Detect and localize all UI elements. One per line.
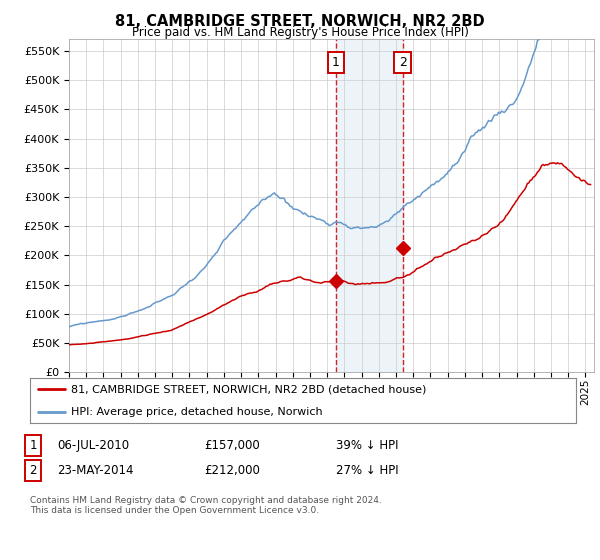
Text: Price paid vs. HM Land Registry's House Price Index (HPI): Price paid vs. HM Land Registry's House … (131, 26, 469, 39)
Text: £157,000: £157,000 (204, 438, 260, 452)
Text: 81, CAMBRIDGE STREET, NORWICH, NR2 2BD: 81, CAMBRIDGE STREET, NORWICH, NR2 2BD (115, 14, 485, 29)
Text: 1: 1 (29, 438, 37, 452)
Text: 27% ↓ HPI: 27% ↓ HPI (336, 464, 398, 477)
Text: 39% ↓ HPI: 39% ↓ HPI (336, 438, 398, 452)
Text: HPI: Average price, detached house, Norwich: HPI: Average price, detached house, Norw… (71, 407, 323, 417)
Text: Contains HM Land Registry data © Crown copyright and database right 2024.
This d: Contains HM Land Registry data © Crown c… (30, 496, 382, 515)
Bar (336, 39, 403, 372)
Text: 2: 2 (399, 56, 407, 69)
Text: 2: 2 (29, 464, 37, 477)
Text: 81, CAMBRIDGE STREET, NORWICH, NR2 2BD (detached house): 81, CAMBRIDGE STREET, NORWICH, NR2 2BD (… (71, 384, 427, 394)
Text: 23-MAY-2014: 23-MAY-2014 (57, 464, 133, 477)
Text: 1: 1 (332, 56, 340, 69)
Text: £212,000: £212,000 (204, 464, 260, 477)
Text: 06-JUL-2010: 06-JUL-2010 (57, 438, 129, 452)
